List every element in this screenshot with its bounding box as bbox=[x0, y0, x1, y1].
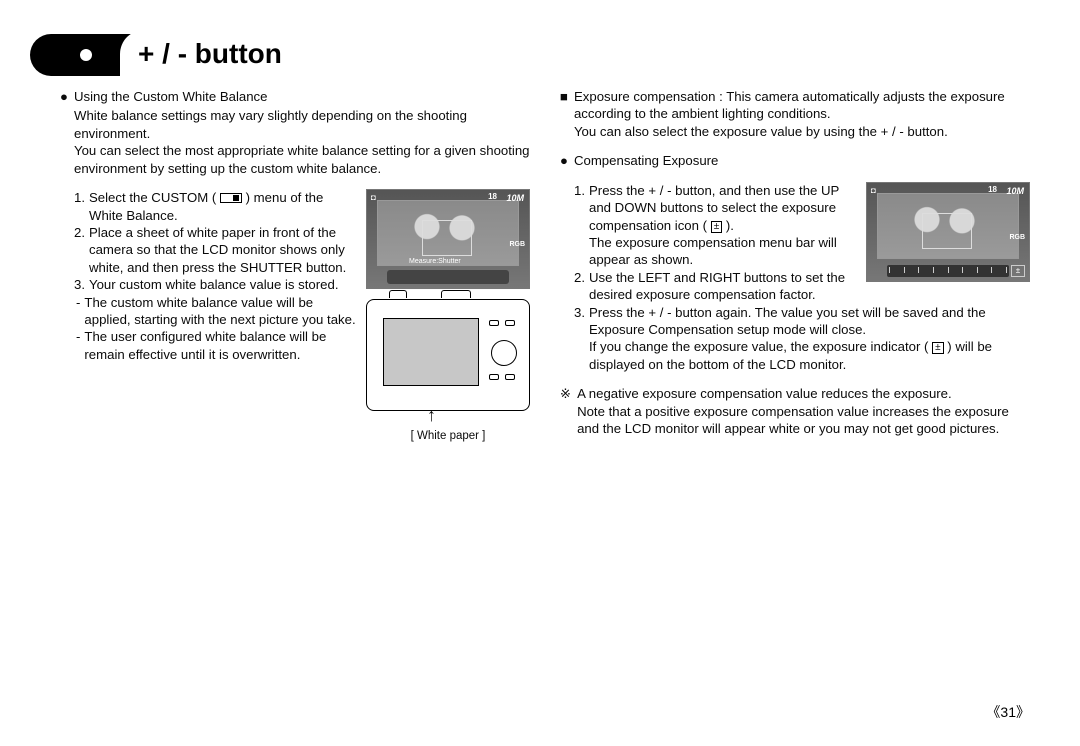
step-num: 3. bbox=[574, 304, 585, 374]
lcd-rgb: RGB bbox=[1009, 233, 1025, 242]
step-3-dash1: - The custom white balance value will be… bbox=[60, 294, 356, 329]
step-num: 1. bbox=[74, 189, 85, 224]
left-illustrations: ◘ 18 10M RGB Measure:Shutter ↑ bbox=[366, 189, 530, 444]
left-intro2: You can select the most appropriate whit… bbox=[60, 142, 530, 177]
note2: Note that a positive exposure compensati… bbox=[577, 404, 1009, 436]
guillemet-left-icon: 《 bbox=[986, 706, 1000, 721]
reference-mark-icon: ※ bbox=[560, 385, 571, 437]
r-step-3b: If you change the exposure value, the ex… bbox=[589, 339, 992, 371]
lcd-focus-frame bbox=[922, 213, 972, 249]
lcd-count: 18 bbox=[988, 185, 997, 196]
lcd-focus-frame bbox=[422, 220, 472, 256]
step-3: 3. Your custom white balance value is st… bbox=[60, 276, 356, 293]
cam-button bbox=[489, 320, 499, 326]
step-num: 3. bbox=[74, 276, 85, 293]
right-column: ■ Exposure compensation : This camera au… bbox=[560, 88, 1030, 444]
right-illustration: ◘ 18 10M RGB ± bbox=[866, 182, 1030, 304]
dash-icon: - bbox=[76, 328, 80, 363]
page-title-bar: + / - button bbox=[30, 34, 525, 76]
note-block: A negative exposure compensation value r… bbox=[577, 385, 1030, 437]
dash-icon: - bbox=[76, 294, 80, 329]
exposure-heading-row: ■ Exposure compensation : This camera au… bbox=[560, 88, 1030, 140]
title-dot-icon bbox=[80, 49, 92, 61]
left-column: ● Using the Custom White Balance White b… bbox=[60, 88, 530, 444]
lcd-count: 18 bbox=[488, 192, 497, 203]
cam-shutter-button bbox=[441, 290, 471, 298]
lcd-wb-icons-row bbox=[387, 270, 509, 284]
note-row: ※ A negative exposure compensation value… bbox=[560, 385, 1030, 437]
page-content: ● Using the Custom White Balance White b… bbox=[60, 88, 1030, 444]
r-step-3-block: Press the + / - button again. The value … bbox=[589, 304, 1030, 374]
lcd-size: 10M bbox=[506, 193, 524, 205]
step-1-text: Select the CUSTOM ( ) menu of the White … bbox=[89, 189, 356, 224]
cam-button bbox=[489, 374, 499, 380]
right-body-row: 1. Press the + / - button, and then use … bbox=[560, 182, 1030, 304]
exposure-indicator-icon: ± bbox=[932, 342, 944, 354]
cam-button bbox=[505, 374, 515, 380]
cam-top-button bbox=[389, 290, 407, 298]
lcd-ev-icon: ± bbox=[1011, 265, 1025, 277]
step-num: 2. bbox=[574, 269, 585, 304]
custom-wb-icon bbox=[220, 193, 242, 203]
exposure-heading2: You can also select the exposure value b… bbox=[574, 124, 948, 139]
exposure-comp-icon: ± bbox=[711, 221, 723, 233]
guillemet-right-icon: 》 bbox=[1016, 706, 1030, 721]
step-1: 1. Select the CUSTOM ( ) menu of the Whi… bbox=[60, 189, 356, 224]
lcd-rgb: RGB bbox=[509, 240, 525, 249]
r-step-2-text: Use the LEFT and RIGHT buttons to set th… bbox=[589, 269, 856, 304]
page-number: 《31》 bbox=[986, 702, 1030, 722]
compensating-heading-row: ● Compensating Exposure bbox=[560, 152, 1030, 169]
bullet-dot-icon: ● bbox=[60, 88, 68, 105]
lcd-size: 10M bbox=[1006, 186, 1024, 198]
cam-screen bbox=[383, 318, 479, 386]
step-2-text: Place a sheet of white paper in front of… bbox=[89, 224, 356, 276]
page-title: + / - button bbox=[138, 38, 282, 70]
r-step-2: 2. Use the LEFT and RIGHT buttons to set… bbox=[560, 269, 856, 304]
arrow-up-icon: ↑ bbox=[427, 404, 436, 428]
exposure-heading: Exposure compensation : This camera auto… bbox=[574, 89, 1005, 121]
r-step-3: 3. Press the + / - button again. The val… bbox=[560, 304, 1030, 374]
lcd-mode-icon: ◘ bbox=[871, 186, 876, 197]
left-intro1: White balance settings may vary slightly… bbox=[60, 107, 530, 142]
right-steps: 1. Press the + / - button, and then use … bbox=[560, 182, 856, 304]
white-paper-caption: [ White paper ] bbox=[366, 429, 530, 444]
r-step-1: 1. Press the + / - button, and then use … bbox=[560, 182, 856, 269]
exposure-heading-block: Exposure compensation : This camera auto… bbox=[574, 88, 1030, 140]
left-heading-row: ● Using the Custom White Balance bbox=[60, 88, 530, 105]
lcd-preview-ev: ◘ 18 10M RGB ± bbox=[866, 182, 1030, 282]
note1: A negative exposure compensation value r… bbox=[577, 386, 952, 401]
cam-button bbox=[505, 320, 515, 326]
left-body-row: 1. Select the CUSTOM ( ) menu of the Whi… bbox=[60, 189, 530, 444]
step-3-text: Your custom white balance value is store… bbox=[89, 276, 338, 293]
left-steps: 1. Select the CUSTOM ( ) menu of the Whi… bbox=[60, 189, 356, 444]
bullet-dot-icon: ● bbox=[560, 152, 568, 169]
lcd-preview-wb: ◘ 18 10M RGB Measure:Shutter bbox=[366, 189, 530, 289]
lcd-measure-text: Measure:Shutter bbox=[409, 257, 461, 266]
compensating-heading: Compensating Exposure bbox=[574, 152, 718, 169]
left-heading: Using the Custom White Balance bbox=[74, 88, 268, 105]
step-num: 2. bbox=[74, 224, 85, 276]
cam-dpad bbox=[491, 340, 517, 366]
camera-outline: ↑ bbox=[366, 299, 530, 411]
r-step-1-text: Press the + / - button, and then use the… bbox=[589, 182, 856, 269]
step-3-dash2: - The user configured white balance will… bbox=[60, 328, 356, 363]
lcd-ev-ticks bbox=[889, 267, 1007, 275]
lcd-mode-icon: ◘ bbox=[371, 193, 376, 204]
step-2: 2. Place a sheet of white paper in front… bbox=[60, 224, 356, 276]
bullet-square-icon: ■ bbox=[560, 88, 568, 140]
r-step-3-text: Press the + / - button again. The value … bbox=[589, 305, 986, 337]
step-num: 1. bbox=[574, 182, 585, 269]
